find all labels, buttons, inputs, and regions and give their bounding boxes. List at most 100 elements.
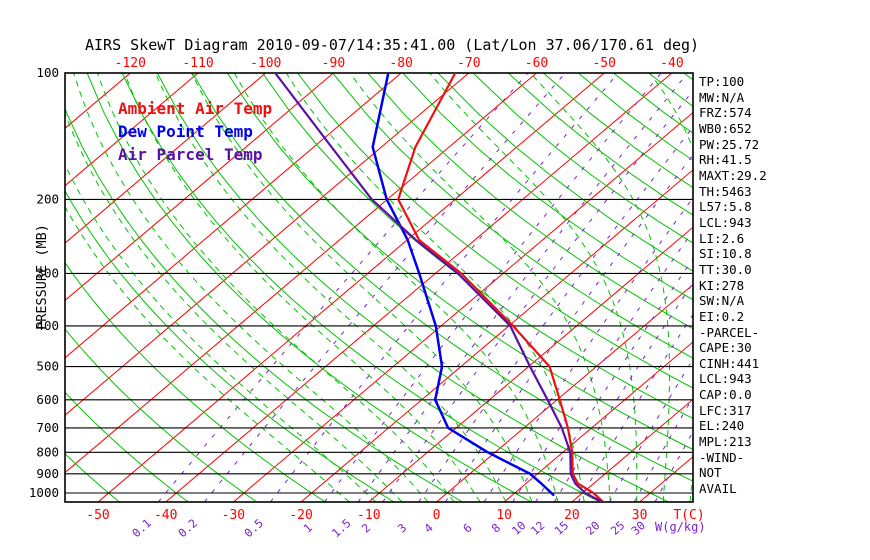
mixing-ratio-tick-label: 1.5 <box>329 516 354 540</box>
air-parcel-curve <box>274 73 603 502</box>
dry-adiabat-line <box>65 261 326 502</box>
temp-tick-label-top: -120 <box>115 56 146 71</box>
temp-tick-label-bottom: 30 <box>632 508 648 523</box>
isotherm-line <box>65 73 267 244</box>
ambient-temp-curve <box>397 73 605 502</box>
dry-adiabat-line <box>65 453 120 502</box>
isotherm-line <box>0 73 63 502</box>
temp-tick-label-bottom: 0 <box>433 508 441 523</box>
dry-adiabat-line <box>65 328 257 502</box>
moist-adiabat-line <box>349 73 611 502</box>
moist-adiabat-line <box>233 73 559 502</box>
mixing-ratio-line <box>444 154 693 502</box>
pressure-tick-label: 800 <box>36 444 59 459</box>
dry-adiabat-grid <box>65 73 693 502</box>
temp-tick-label-bottom: 10 <box>496 508 512 523</box>
moist-adiabat-line <box>65 163 377 502</box>
dry-adiabat-line <box>297 73 693 389</box>
stat-line: TP:100 <box>699 74 745 89</box>
dry-adiabat-line <box>332 73 693 359</box>
moist-adiabat-line <box>529 73 670 502</box>
mixing-ratio-line <box>357 73 688 502</box>
isotherm-line <box>65 73 470 416</box>
moist-adiabat-line <box>429 73 638 502</box>
legend-ambient-air-temp: Ambient Air Temp <box>118 99 273 118</box>
mixing-ratio-tick-label: 0.2 <box>175 516 200 540</box>
stat-line: PW:25.72 <box>699 136 760 152</box>
temp-tick-label-top: -100 <box>250 56 281 71</box>
temp-tick-label-bottom: -50 <box>86 508 109 523</box>
plot-border <box>64 72 694 503</box>
stats-panel: TP:100 MW:N/A FRZ:574 WB0:652 PW:25.72 RH:41.… <box>699 74 869 497</box>
stat-line: LCL:943 <box>699 214 752 230</box>
stat-line: MW:N/A <box>699 89 745 105</box>
stat-line: SI:10.8 <box>699 246 752 262</box>
mixing-ratio-tick-label: 3 <box>395 520 410 535</box>
temp-tick-label-top: -70 <box>457 56 480 71</box>
temp-tick-label-bottom: -40 <box>154 508 177 523</box>
mixing-ratio-line <box>382 89 693 502</box>
temp-axis-unit-label: T(C) <box>673 508 704 523</box>
temp-tick-label-top: -40 <box>660 56 683 71</box>
temp-tick-label-top: -60 <box>525 56 548 71</box>
dry-adiabat-line <box>226 73 693 451</box>
mixing-axis-unit-label: W(g/kg) <box>655 520 706 534</box>
dew-point-curve <box>371 73 555 497</box>
pressure-tick-label: 400 <box>36 318 59 333</box>
pressure-tick-label: 500 <box>36 359 59 374</box>
legend-air-parcel-temp: Air Parcel Temp <box>118 145 263 164</box>
stat-line: MPL:213 <box>699 434 752 450</box>
pressure-axis-label: PRESSURE (MB) <box>34 224 50 330</box>
mixing-ratio-line <box>324 73 662 502</box>
stat-line: LFC:317 <box>699 402 752 418</box>
chart-title: AIRS SkewT Diagram 2010-09-07/14:35:41.0… <box>85 36 700 54</box>
temp-tick-label-top: -80 <box>389 56 412 71</box>
dry-adiabat-line <box>121 73 601 502</box>
moist-adiabat-line <box>124 73 481 502</box>
stat-line: SW:N/A <box>699 293 745 309</box>
moist-adiabat-line <box>285 73 585 502</box>
temp-tick-label-top: -90 <box>322 56 345 71</box>
isotherm-line <box>97 73 605 502</box>
stat-line: L57:5.8 <box>699 199 752 215</box>
isotherm-line <box>65 73 334 302</box>
temp-tick-label-bottom: -20 <box>289 508 312 523</box>
stat-line: KI:278 <box>699 277 745 293</box>
moist-adiabat-line <box>97 73 455 502</box>
isotherm-line <box>300 169 693 502</box>
temp-tick-label-bottom: -10 <box>357 508 380 523</box>
stat-line: CAPE:30 <box>699 340 752 356</box>
pressure-tick-label: 700 <box>36 420 59 435</box>
stat-line: FRZ:574 <box>699 105 752 121</box>
temp-tick-label-bottom: -30 <box>222 508 245 523</box>
pressure-tick-label: 900 <box>36 466 59 481</box>
mixing-ratio-line <box>204 73 566 502</box>
mixing-ratio-tick-label: 6 <box>460 520 475 535</box>
dry-adiabat-line <box>86 73 532 502</box>
isotherm-line <box>65 73 199 187</box>
temp-tick-label-top: -50 <box>592 56 615 71</box>
stat-line: TH:5463 <box>699 183 752 199</box>
dry-adiabat-line <box>156 73 669 502</box>
stat-line: CAP:0.0 <box>699 387 752 403</box>
moist-adiabat-line <box>73 73 429 502</box>
legend-dew-point-temp: Dew Point Temp <box>118 122 253 141</box>
dry-adiabat-line <box>437 73 693 272</box>
stat-line: RH:41.5 <box>699 152 752 168</box>
moist-adiabat-grid <box>65 73 693 502</box>
dry-adiabat-line <box>402 73 693 301</box>
pressure-tick-label: 600 <box>36 392 59 407</box>
plot-frame <box>64 72 694 503</box>
isotherm-line <box>503 341 693 502</box>
stat-line: AVAIL <box>699 481 737 497</box>
moist-adiabat-line <box>191 73 533 502</box>
isotherm-line <box>233 111 693 502</box>
temp-tick-label-bottom: 20 <box>564 508 580 523</box>
dry-adiabat-line <box>65 106 463 502</box>
mixing-ratio-line <box>418 126 693 502</box>
pressure-tick-label: 300 <box>36 265 59 280</box>
stat-line: LCL:943 <box>699 371 752 387</box>
moist-adiabat-line <box>65 205 350 502</box>
